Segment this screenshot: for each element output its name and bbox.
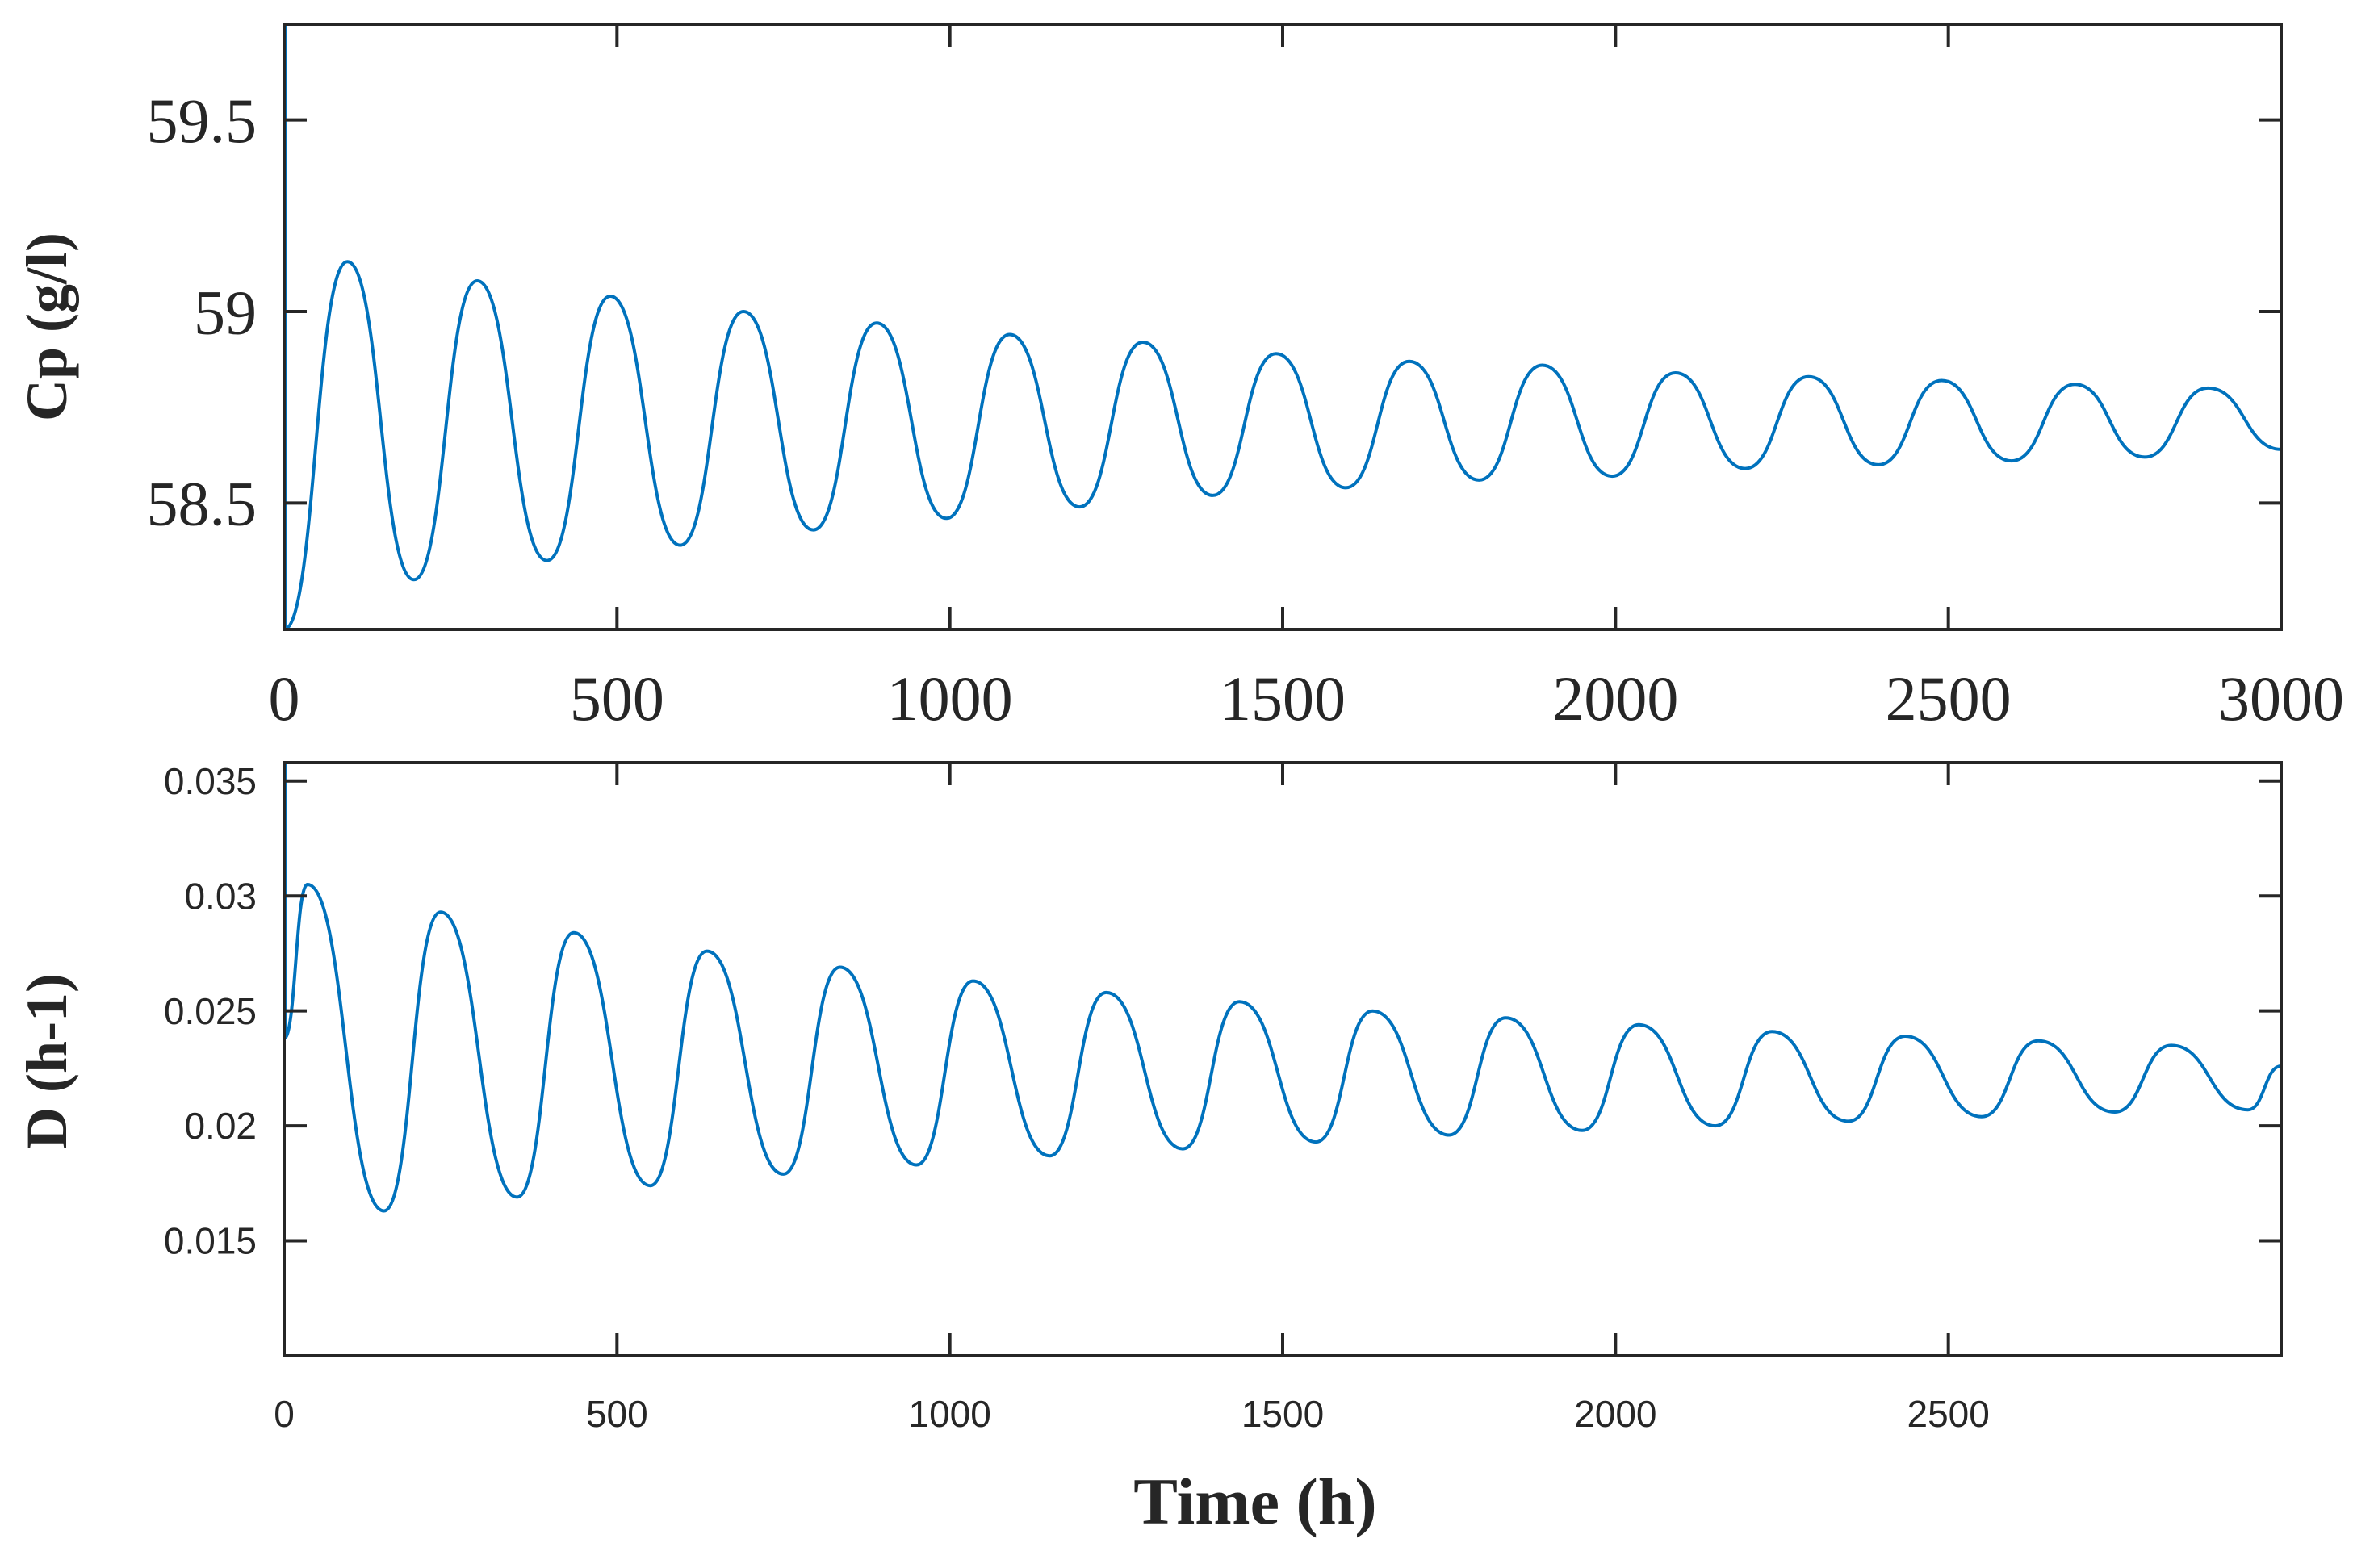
cp-x-tick-label: 500 xyxy=(570,663,664,734)
cp-x-tick-label: 1500 xyxy=(1220,663,1346,734)
cp-x-tick-label: 1000 xyxy=(887,663,1013,734)
d-y-tick-label: 0.025 xyxy=(164,990,257,1032)
time-x-axis-label: Time (h) xyxy=(1133,1465,1376,1538)
cp-plot-area xyxy=(284,24,2281,629)
d-y-tick-label: 0.02 xyxy=(184,1105,257,1147)
cp-x-tick-label: 3000 xyxy=(2218,663,2344,734)
d-y-axis-label: D (h-1) xyxy=(15,973,79,1149)
cp-y-tick-label: 58.5 xyxy=(147,469,257,539)
cp-ticks: 0 500 1000 1500 2000 2500 3000 58.5 59 59.5 xyxy=(147,24,2344,734)
cp-plot: 0 500 1000 1500 2000 2500 3000 58.5 59 59.5 Cp (g… xyxy=(15,23,2344,734)
d-y-tick-label: 0.035 xyxy=(164,760,257,802)
d-y-tick-label: 0.015 xyxy=(164,1220,257,1262)
d-x-tick-label: 500 xyxy=(586,1393,648,1435)
cp-x-tick-label: 2500 xyxy=(1886,663,2012,734)
cp-x-tick-label: 0 xyxy=(269,663,300,734)
d-ticks: 0 500 1000 1500 2000 2500 0.015 0.02 0.025 0.03 0.… xyxy=(164,760,2281,1435)
d-plot-area xyxy=(284,763,2281,1356)
d-x-tick-label: 2500 xyxy=(1907,1393,1989,1435)
d-plot: 0 500 1000 1500 2000 2500 0.015 0.02 0.025 0.03 0.… xyxy=(15,760,2283,1435)
d-y-tick-label: 0.03 xyxy=(184,875,257,917)
cp-y-tick-label: 59.5 xyxy=(147,86,257,156)
cp-x-tick-label: 2000 xyxy=(1552,663,1678,734)
d-series-line xyxy=(283,883,2282,1213)
d-x-tick-label: 0 xyxy=(274,1393,295,1435)
d-x-tick-label: 2000 xyxy=(1574,1393,1656,1435)
d-x-tick-label: 1500 xyxy=(1241,1393,1324,1435)
cp-y-tick-label: 59 xyxy=(194,277,257,347)
cp-series-line xyxy=(283,260,2282,631)
cp-y-axis-label: Cp (g/l) xyxy=(15,232,79,421)
d-x-tick-label: 1000 xyxy=(908,1393,990,1435)
